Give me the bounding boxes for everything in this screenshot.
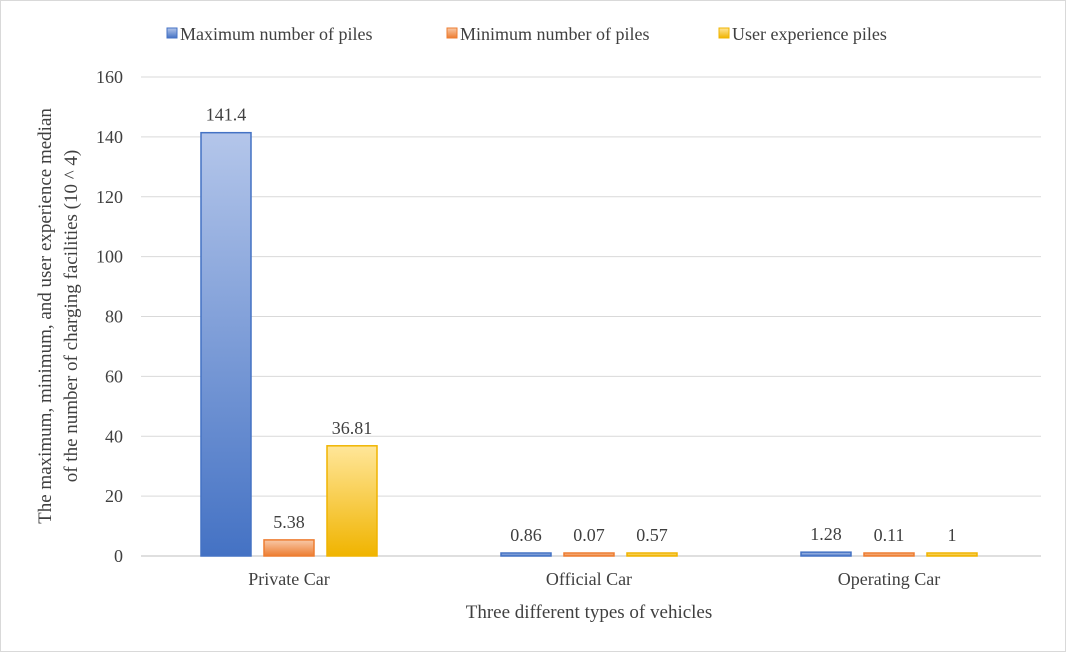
data-label: 5.38: [273, 512, 305, 532]
bar-0-0: [200, 131, 252, 557]
y-tick-label: 140: [96, 127, 123, 147]
y-axis-title-line1: The maximum, minimum, and user experienc…: [35, 108, 56, 524]
legend-swatch: [166, 27, 178, 39]
y-tick-label: 60: [105, 366, 123, 386]
y-tick-label: 80: [105, 307, 123, 327]
y-tick-label: 100: [96, 247, 123, 267]
y-tick-label: 20: [105, 486, 123, 506]
data-label: 0.07: [573, 525, 605, 545]
data-label: 36.81: [332, 418, 373, 438]
legend-label: Minimum number of piles: [460, 24, 649, 44]
data-label: 1.28: [810, 524, 842, 544]
legend-label: Maximum number of piles: [180, 24, 372, 44]
x-tick-label: Operating Car: [838, 569, 940, 589]
x-tick-label: Official Car: [546, 569, 632, 589]
y-tick-label: 120: [96, 187, 123, 207]
legend-label: User experience piles: [732, 24, 887, 44]
legend-swatch: [718, 27, 730, 39]
data-label: 1: [948, 525, 957, 545]
legend-swatch: [446, 27, 458, 39]
y-tick-label: 160: [96, 67, 123, 87]
data-label: 0.11: [874, 525, 905, 545]
bar-0-1: [500, 552, 552, 557]
bar-1-1: [563, 552, 615, 557]
bar-2-0: [326, 445, 378, 557]
bar-0-2: [800, 551, 852, 557]
bar-2-1: [626, 552, 678, 557]
bar-1-2: [863, 552, 915, 557]
x-axis-title: Three different types of vehicles: [466, 602, 713, 623]
bar-2-2: [926, 552, 978, 557]
data-label: 0.57: [636, 525, 668, 545]
y-tick-label: 40: [105, 426, 123, 446]
data-label: 0.86: [510, 525, 542, 545]
bar-1-0: [263, 539, 315, 557]
data-label: 141.4: [206, 105, 247, 125]
y-axis-title-line2: of the number of charging facilities (10…: [61, 150, 82, 483]
x-tick-label: Private Car: [248, 569, 329, 589]
y-tick-label: 0: [114, 546, 123, 566]
